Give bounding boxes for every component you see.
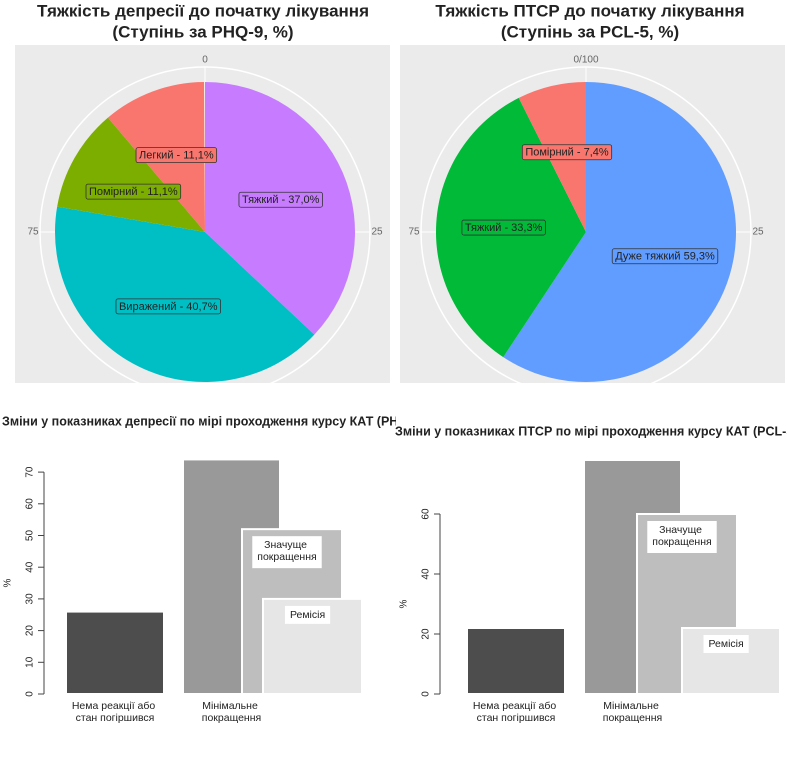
data-label: Легкий - 11,1% [139, 150, 214, 162]
data-label: Виражений - 40,7% [119, 301, 218, 313]
category-label: Ремісія [708, 638, 743, 650]
data-label-box [611, 248, 719, 265]
angle-tick-label: 25 [752, 227, 764, 238]
pie-slice [503, 82, 736, 382]
y-axis-label: % [399, 599, 410, 608]
angle-tick-label: 75 [408, 227, 420, 238]
y-tick-label: 40 [25, 561, 36, 573]
angle-tick-label: 0 [202, 55, 208, 66]
data-label-box [135, 147, 218, 164]
x-tick-label: Нема реакції або стан погіршився [473, 700, 559, 724]
y-tick-label: 0 [421, 691, 432, 697]
y-tick-label: 60 [25, 498, 36, 510]
y-tick-label: 50 [25, 530, 36, 542]
bar [466, 627, 566, 695]
category-label: Ремісія [290, 609, 325, 621]
x-tick-label: Нема реакції або стан погіршився [72, 700, 158, 724]
data-label-box [238, 191, 323, 208]
category-label: Значуще покращення [257, 539, 316, 563]
data-label: Дуже тяжкий 59,3% [615, 251, 715, 263]
label-box [252, 536, 322, 569]
angle-tick-label: 25 [371, 227, 383, 238]
y-tick-label: 60 [421, 508, 432, 520]
angle-tick-label: 0/100 [573, 55, 598, 66]
y-tick-label: 70 [25, 466, 36, 478]
angle-tick-label: 75 [27, 227, 39, 238]
y-tick-label: 0 [25, 691, 36, 697]
chart-title: Тяжкість депресії до початку лікування [37, 1, 369, 20]
data-label: Помірний - 11,1% [89, 186, 178, 198]
y-tick-label: 30 [25, 593, 36, 605]
pie-slice [54, 206, 315, 383]
chart-title: Тяжкість ПТСР до початку лікування [435, 1, 744, 20]
label-box [647, 521, 717, 553]
bar [65, 610, 165, 696]
chart-title: Зміни у показниках ПТСР по мірі проходже… [395, 424, 787, 438]
data-label-box [521, 144, 613, 161]
chart-title: Зміни у показниках депресії по мірі прох… [2, 414, 398, 428]
y-tick-label: 10 [25, 656, 36, 668]
x-tick-label: Мінімальне покращення [603, 700, 662, 724]
data-label-box [115, 298, 221, 315]
data-label: Тяжкий - 33,3% [465, 222, 543, 234]
data-label-box [461, 219, 546, 236]
chart-subtitle: (Ступінь за PCL-5, %) [501, 22, 679, 41]
y-tick-label: 20 [25, 625, 36, 637]
pie-slice [57, 117, 206, 232]
data-label: Тяжкий - 37,0% [242, 194, 320, 206]
pie-slice [205, 82, 355, 335]
y-tick-label: 40 [421, 568, 432, 580]
category-label: Значуще покращення [652, 524, 711, 548]
y-axis-label: % [3, 579, 14, 588]
chart-subtitle: (Ступінь за PHQ-9, %) [112, 22, 293, 41]
data-label-box [85, 183, 182, 200]
y-tick-label: 20 [421, 628, 432, 640]
label-box [703, 635, 749, 653]
x-tick-label: Мінімальне покращення [202, 700, 261, 724]
label-box [284, 605, 331, 624]
data-label: Помірний - 7,4% [525, 147, 609, 159]
